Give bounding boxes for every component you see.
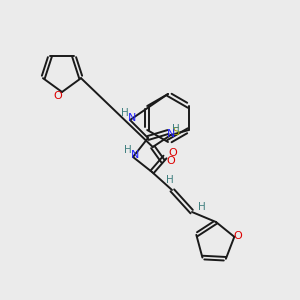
Text: H: H <box>121 108 129 118</box>
Text: S: S <box>172 127 180 137</box>
Text: O: O <box>167 156 175 166</box>
Text: H: H <box>198 202 206 212</box>
Text: O: O <box>54 91 62 101</box>
Text: H: H <box>124 145 132 155</box>
Text: O: O <box>233 231 242 241</box>
Text: H: H <box>166 175 174 185</box>
Text: O: O <box>169 148 177 158</box>
Text: N: N <box>128 113 136 123</box>
Text: H: H <box>172 124 180 134</box>
Text: N: N <box>167 129 175 139</box>
Text: N: N <box>131 150 139 160</box>
